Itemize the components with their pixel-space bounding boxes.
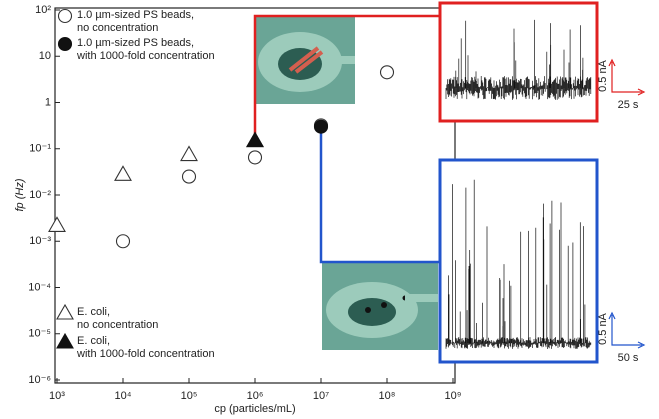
y-tick-label: 10⁻⁵ (28, 328, 51, 340)
x-tick-label: 10⁹ (445, 390, 462, 402)
legend-marker (57, 8, 73, 24)
x-axis-label: cp (particles/mL) (214, 403, 295, 415)
data-point (247, 150, 263, 165)
photo-inset (322, 262, 438, 350)
scale-label: 0.5 nA (597, 59, 609, 91)
data-point (181, 169, 197, 184)
y-tick-label: 10⁻³ (29, 235, 51, 247)
scale-label: 0.5 nA (597, 312, 609, 344)
y-tick-label: 10⁻⁴ (28, 281, 51, 293)
y-tick-label: 10⁻¹ (29, 143, 51, 155)
scale-bar (611, 62, 642, 93)
scale-label: 25 s (618, 99, 639, 111)
data-point (246, 131, 264, 148)
x-tick-label: 10⁵ (181, 390, 198, 402)
data-point (379, 65, 395, 80)
x-tick-label: 10⁴ (115, 390, 132, 402)
scale-arrow (608, 58, 646, 96)
current-trace (445, 179, 592, 349)
legend-label: 1.0 µm-sized PS beads, with 1000-fold co… (77, 37, 215, 62)
x-tick-label: 10⁸ (379, 390, 396, 402)
data-point (114, 165, 132, 181)
data-point (115, 234, 131, 249)
y-axis-label: fp (Hz) (14, 178, 26, 211)
connector-line (319, 126, 440, 264)
legend-marker (56, 303, 74, 320)
current-trace (445, 19, 592, 100)
legend-label: E. coli, with 1000-fold concentration (77, 335, 215, 360)
scale-bar (611, 315, 642, 346)
y-tick-label: 10⁻² (29, 189, 51, 201)
scale-arrow (608, 311, 646, 349)
data-point (180, 145, 198, 162)
x-tick-label: 10⁶ (247, 390, 264, 402)
legend-label: E. coli, no concentration (77, 306, 159, 331)
x-tick-label: 10³ (49, 390, 65, 402)
y-tick-label: 10⁻⁶ (28, 374, 51, 386)
data-point (48, 216, 66, 232)
legend-label: 1.0 µm-sized PS beads, no concentration (77, 9, 195, 34)
y-tick-label: 1 (45, 96, 51, 108)
inset-frame (438, 1, 599, 123)
y-tick-label: 10² (35, 4, 51, 16)
connector-line (253, 14, 440, 141)
legend-marker (57, 36, 73, 52)
data-point (313, 119, 329, 134)
photo-inset (255, 16, 355, 104)
y-tick-label: 10 (39, 50, 51, 62)
scale-label: 50 s (618, 352, 639, 364)
inset-frame (438, 158, 599, 364)
x-tick-label: 10⁷ (313, 390, 329, 402)
legend-marker (56, 332, 74, 349)
